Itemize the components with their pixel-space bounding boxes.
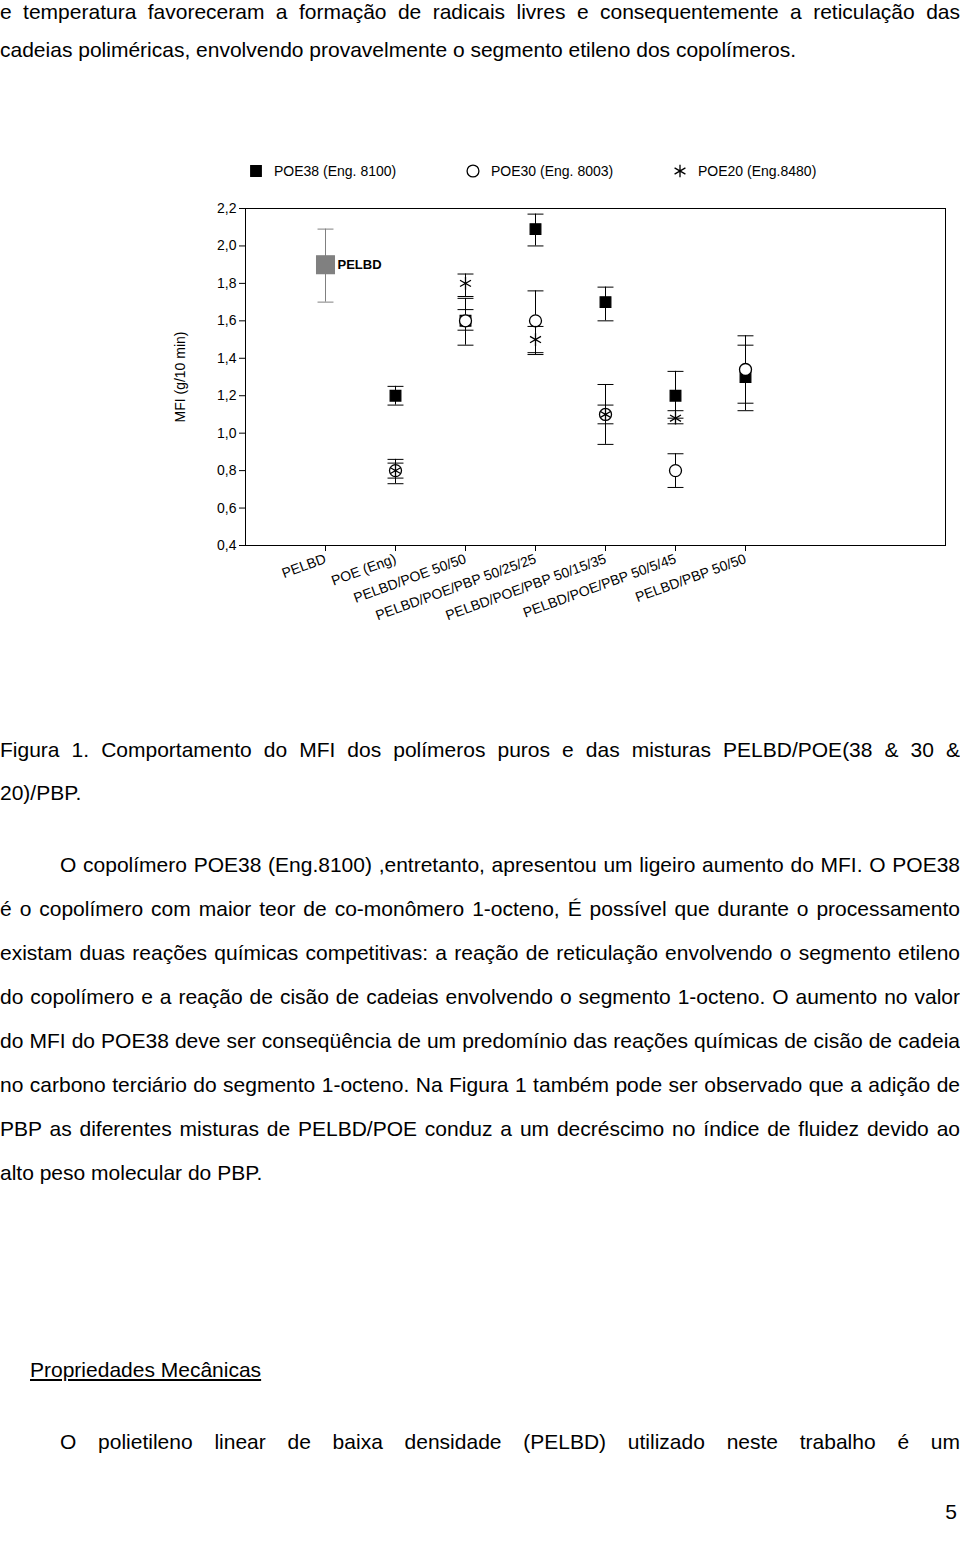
svg-text:PELBD: PELBD [279,550,328,581]
svg-text:POE (Eng): POE (Eng) [329,550,399,589]
html-text:O copolímero POE38 (Eng.8100): O copolímero POE38 (Eng.8100) ,entretant… [0,853,960,1184]
svg-text:1,2: 1,2 [217,387,237,403]
html-text:O polietileno linear de baixa: O polietileno linear de baixa densidade … [60,1430,960,1453]
svg-text:1,8: 1,8 [217,275,237,291]
html-text:e temperatura favoreceram a fo: e temperatura favoreceram a formação de … [0,0,960,61]
svg-text:1,4: 1,4 [217,350,237,366]
svg-text:0,6: 0,6 [217,500,237,516]
html-text:POE20 (Eng.8480): POE20 (Eng.8480) [698,163,817,179]
svg-text:MFI (g/10 min): MFI (g/10 min) [172,331,188,422]
svg-text:0,4: 0,4 [217,537,237,553]
svg-text:2,2: 2,2 [217,200,237,216]
svg-text:1,6: 1,6 [217,312,237,328]
html-text:POE30 (Eng. 8003): POE30 (Eng. 8003) [491,163,614,179]
svg-text:PELBD/PBP 50/50: PELBD/PBP 50/50 [633,550,748,605]
svg-text:PELBD: PELBD [338,257,382,272]
svg-text:2,0: 2,0 [217,237,237,253]
svg-text:0,8: 0,8 [217,462,237,478]
html-text:5: 5 [945,1500,957,1523]
svg-text:PELBD/POE 50/50: PELBD/POE 50/50 [351,550,469,606]
html-text:Propriedades Mecânicas: Propriedades Mecânicas [30,1358,262,1381]
svg-text:PELBD/POE/PBP 50/25/25: PELBD/POE/PBP 50/25/25 [373,550,539,624]
html-text:Figura 1. Comportamento do MFI: Figura 1. Comportamento do MFI dos polím… [0,738,960,804]
html-text:POE38 (Eng. 8100): POE38 (Eng. 8100) [274,163,397,179]
svg-text:PELBD/POE/PBP 50/5/45: PELBD/POE/PBP 50/5/45 [520,550,679,621]
svg-text:1,0: 1,0 [217,425,237,441]
svg-text:PELBD/POE/PBP 50/15/35: PELBD/POE/PBP 50/15/35 [443,550,609,624]
